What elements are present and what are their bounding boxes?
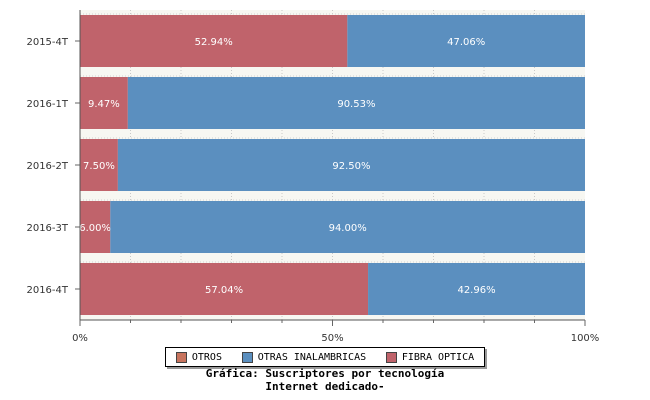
bar-value-label: 94.00%: [329, 223, 367, 234]
bar-segment: [80, 77, 128, 129]
legend-item-fibra-optica: FIBRA OPTICA: [385, 351, 475, 363]
bar-segment: [368, 263, 585, 315]
y-tick-label: 2016-2T: [26, 161, 68, 172]
legend: OTROS OTRAS INALAMBRICAS FIBRA OPTICA: [165, 347, 485, 367]
bar-value-label: 92.50%: [332, 161, 370, 172]
caption-line-2: Internet dedicado-: [265, 380, 385, 393]
caption-line-1: Gráfica: Suscriptores por tecnología: [205, 367, 445, 380]
legend-label-otros: OTROS: [191, 351, 222, 363]
legend-label-fibra-optica: FIBRA OPTICA: [401, 351, 475, 363]
bar-value-label: 90.53%: [337, 99, 375, 110]
bar-segment: [347, 15, 585, 67]
bar-segment: [117, 139, 585, 191]
bar-value-label: 7.50%: [83, 161, 115, 172]
stacked-bar-chart: 52.94% 47.06% 2015-4T 9.47% 90.53% 2016-1T 7.5…: [26, 10, 600, 344]
bar-value-label: 9.47%: [88, 99, 120, 110]
x-tick-label: 0%: [72, 333, 88, 344]
bar-segment: [127, 77, 586, 129]
legend-item-otras-inalambricas: OTRAS INALAMBRICAS: [241, 351, 367, 363]
bar-segment: [80, 263, 369, 315]
y-tick-label: 2016-4T: [26, 285, 68, 296]
legend-swatch-otros: [175, 351, 187, 363]
legend-swatch-otras-inalambricas: [241, 351, 253, 363]
chart-caption: Gráfica: Suscriptores por tecnología Int…: [0, 367, 650, 393]
bar-segment: [80, 201, 111, 253]
bar-segment: [80, 15, 348, 67]
x-tick-label: 100%: [571, 333, 600, 344]
y-tick-label: 2015-4T: [26, 37, 68, 48]
bar-value-label: 42.96%: [457, 285, 495, 296]
y-tick-label: 2016-1T: [26, 99, 68, 110]
legend-item-otros: OTROS: [175, 351, 222, 363]
bar-value-label: 57.04%: [205, 285, 243, 296]
bar-value-label: 52.94%: [195, 37, 233, 48]
legend-label-otras-inalambricas: OTRAS INALAMBRICAS: [257, 351, 367, 363]
legend-swatch-fibra-optica: [385, 351, 397, 363]
bar-segment: [80, 139, 118, 191]
bar-segment: [110, 201, 586, 253]
x-tick-label: 50%: [321, 333, 343, 344]
bar-value-label: 47.06%: [447, 37, 485, 48]
y-tick-label: 2016-3T: [26, 223, 68, 234]
bar-value-label: 6.00%: [79, 223, 111, 234]
